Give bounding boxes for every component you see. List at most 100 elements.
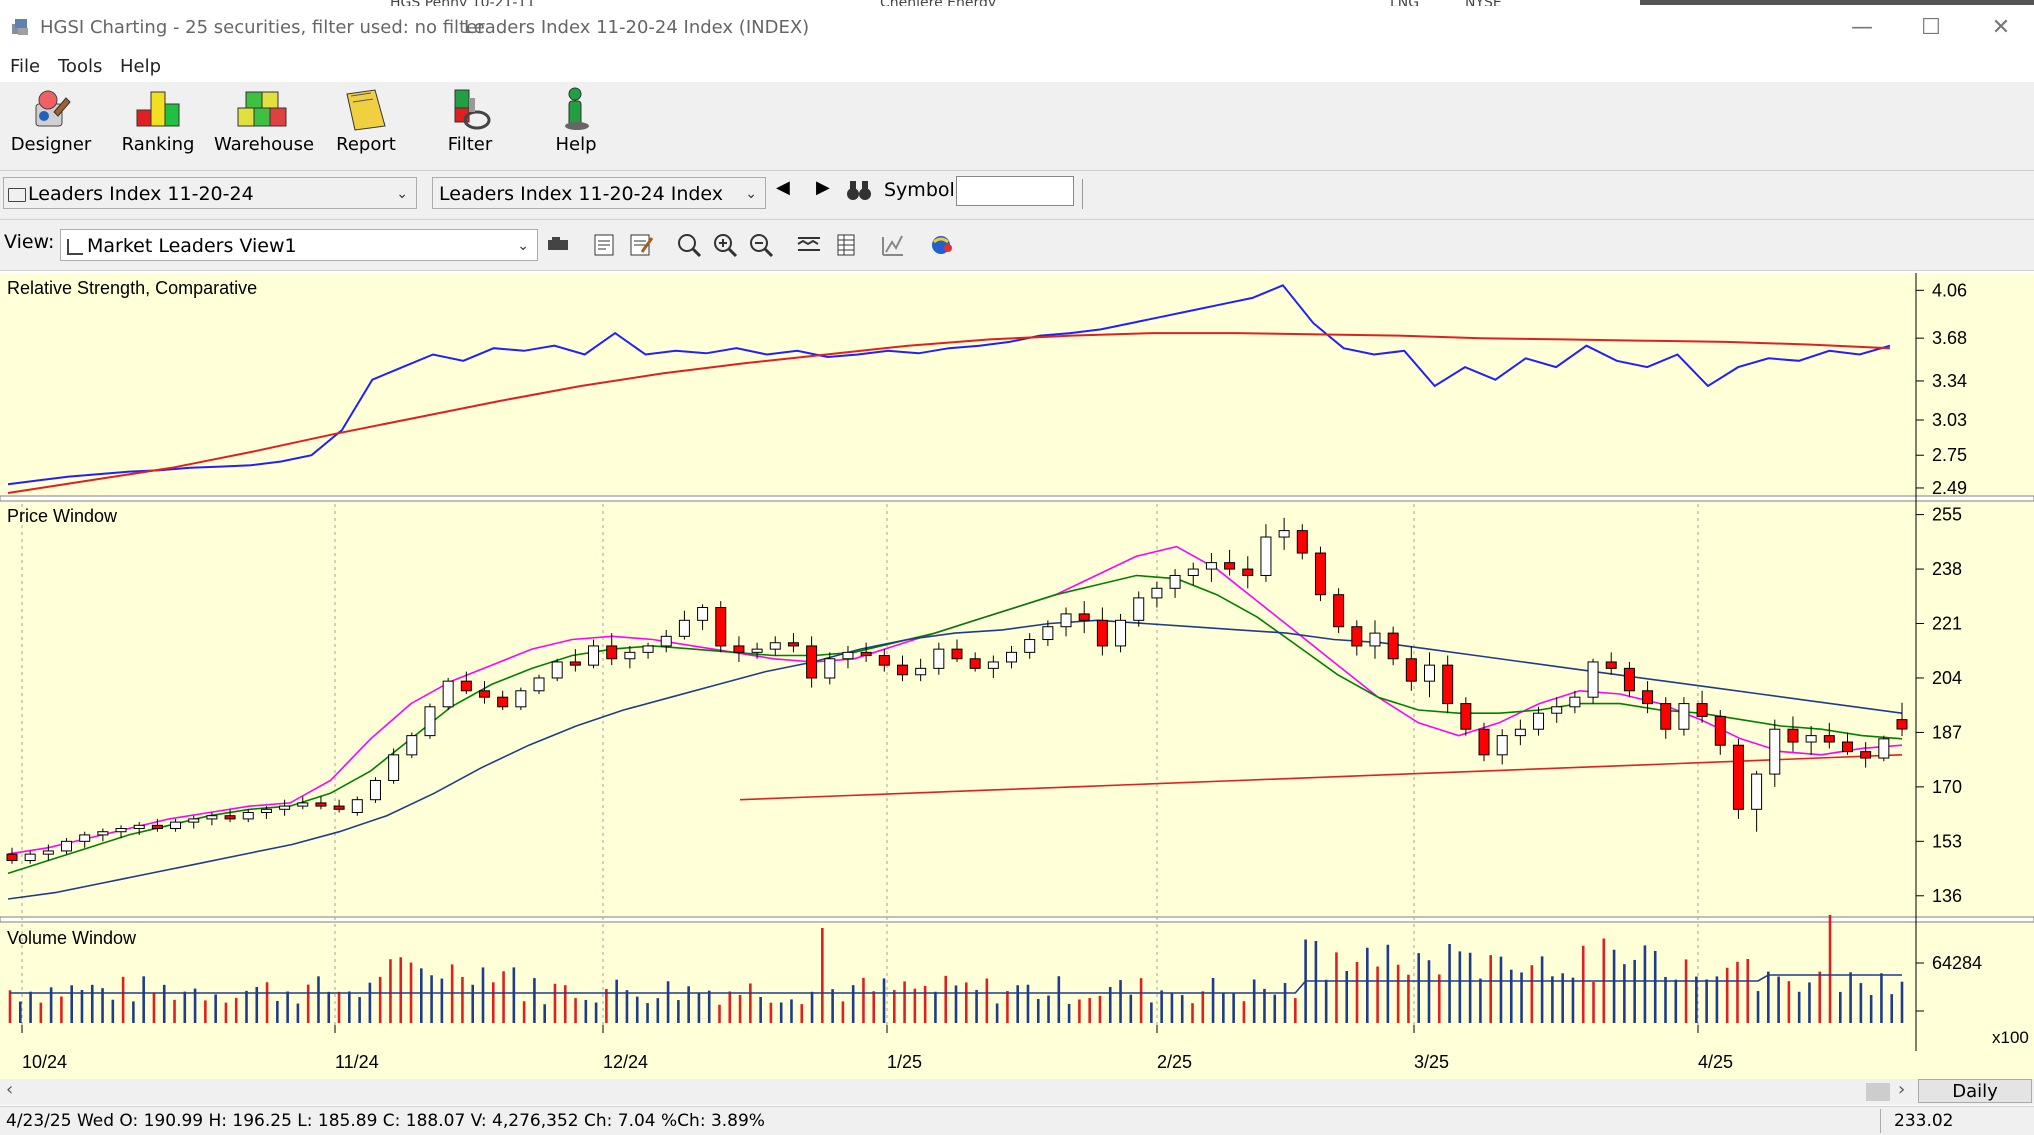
- pane-divider[interactable]: [0, 495, 2034, 502]
- date-tick-label: 12/24: [603, 1052, 648, 1072]
- background-tab[interactable]: NYSE: [1465, 0, 1525, 6]
- designer-button[interactable]: Designer: [8, 86, 94, 166]
- candle-body: [915, 667, 927, 676]
- candle-body: [1678, 703, 1690, 730]
- candle-body: [842, 651, 854, 660]
- candle-body: [61, 840, 73, 852]
- camera-icon[interactable]: [546, 232, 572, 258]
- price-tick-label: 255: [1932, 505, 1962, 525]
- scroll-right-button[interactable]: ›: [1898, 1079, 1906, 1100]
- rs-tick-label: 3.34: [1932, 371, 1967, 391]
- ma-mid-line: [7, 574, 1903, 875]
- report-label: Report: [336, 134, 396, 155]
- candle-body: [660, 635, 672, 647]
- candle-body: [97, 831, 109, 836]
- warehouse-button[interactable]: Warehouse: [214, 86, 314, 166]
- candle-body: [1551, 706, 1563, 714]
- candle-body: [1605, 661, 1617, 669]
- candle-body: [1078, 613, 1090, 621]
- help-button[interactable]: Help: [536, 86, 616, 166]
- candle-body: [1133, 597, 1145, 621]
- table-icon[interactable]: [834, 232, 860, 258]
- scroll-thumb[interactable]: [1866, 1083, 1890, 1101]
- period-button[interactable]: Daily: [1918, 1079, 2032, 1103]
- candle-body: [1387, 632, 1399, 660]
- candle-body: [1569, 696, 1581, 708]
- candle-body: [188, 818, 200, 823]
- zoom-in-icon[interactable]: [712, 232, 738, 258]
- candle-body: [533, 677, 545, 692]
- zoom-icon[interactable]: [676, 232, 702, 258]
- list-dropdown[interactable]: Leaders Index 11-20-24 ⌄: [3, 177, 417, 209]
- candle-body: [678, 619, 690, 637]
- ma-long-line: [739, 754, 1903, 801]
- candle-body: [1623, 667, 1635, 692]
- ranking-label: Ranking: [121, 134, 195, 155]
- report-icon: [346, 89, 386, 131]
- ranking-button[interactable]: Ranking: [118, 86, 198, 166]
- candle-body: [606, 645, 618, 660]
- chart-area[interactable]: 10/24 11/24 12/24 1/25 2/25 3/25 4/25 4.06 3.68 3…: [0, 271, 2034, 1079]
- scroll-left-button[interactable]: ‹: [6, 1079, 14, 1100]
- chart-canvas[interactable]: 10/24 11/24 12/24 1/25 2/25 3/25 4/25 4.06 3.68 3…: [0, 271, 2034, 1079]
- price-tick-label: 204: [1932, 668, 1962, 688]
- security-dropdown[interactable]: Leaders Index 11-20-24 Index ⌄: [432, 177, 766, 209]
- view-dropdown-value: Market Leaders View1: [87, 235, 297, 257]
- zoom-out-icon[interactable]: [748, 232, 774, 258]
- rs-pane[interactable]: [0, 273, 1916, 496]
- background-tab[interactable]: Cheniere Energy: [880, 0, 1080, 6]
- candle-body: [1751, 773, 1763, 810]
- candle-body: [860, 651, 872, 657]
- indicators-icon[interactable]: [796, 232, 822, 258]
- candle-body: [460, 680, 472, 692]
- chevron-down-icon: ⌄: [517, 238, 529, 254]
- price-tick-label: 221: [1932, 614, 1962, 634]
- view-dropdown[interactable]: Market Leaders View1 ⌄: [60, 229, 538, 261]
- report-button[interactable]: Report: [326, 86, 406, 166]
- edit-properties-icon[interactable]: [628, 232, 654, 258]
- previous-security-button[interactable]: ◀: [776, 177, 790, 198]
- chart-tool-icon[interactable]: [880, 232, 906, 258]
- filter-icon: [454, 89, 491, 130]
- view-label: View:: [4, 231, 55, 253]
- candle-body: [1478, 728, 1490, 756]
- candle-body: [1024, 639, 1036, 653]
- rs-moving-average: [7, 332, 1891, 494]
- background-tab[interactable]: LNG: [1390, 0, 1450, 6]
- pane-divider[interactable]: [0, 916, 2034, 923]
- candle-body: [987, 661, 999, 669]
- ohlc-readout: 4/23/25 Wed O: 190.99 H: 196.25 L: 185.8…: [6, 1111, 765, 1131]
- minimize-button[interactable]: —: [1851, 15, 1873, 40]
- candle-body: [933, 648, 945, 669]
- candle-body: [697, 607, 709, 621]
- candle-body: [242, 812, 254, 820]
- menu-help[interactable]: Help: [120, 56, 162, 77]
- period-label: Daily: [1952, 1081, 1998, 1102]
- candle-body: [1314, 552, 1326, 596]
- horizontal-scrollbar[interactable]: ‹ › Daily: [0, 1079, 2034, 1105]
- price-tick-label: 187: [1932, 722, 1962, 742]
- rs-pane-title: Relative Strength, Comparative: [7, 278, 257, 298]
- binoculars-icon[interactable]: [846, 179, 872, 201]
- candle-body: [1278, 530, 1290, 538]
- candle-body: [715, 607, 727, 647]
- menu-tools[interactable]: Tools: [58, 56, 103, 77]
- rs-tick-label: 3.68: [1932, 328, 1967, 348]
- candle-body: [42, 850, 54, 855]
- view-bar: View: Market Leaders View1 ⌄: [0, 220, 2034, 271]
- background-tab[interactable]: HGS Penny 10-21-11: [390, 0, 590, 6]
- menu-file[interactable]: File: [10, 56, 41, 77]
- document-title: Leaders Index 11-20-24 Index (INDEX): [464, 17, 810, 38]
- symbol-input[interactable]: [956, 176, 1074, 206]
- volume-average-line: [10, 974, 1902, 994]
- filter-button[interactable]: Filter: [430, 86, 510, 166]
- properties-icon[interactable]: [592, 232, 618, 258]
- candle-body: [1860, 751, 1872, 759]
- next-security-button[interactable]: ▶: [816, 177, 830, 198]
- globe-icon[interactable]: [928, 232, 954, 258]
- price-pane[interactable]: [0, 501, 1916, 917]
- close-button[interactable]: ✕: [1991, 15, 2011, 40]
- background-window-strip: [1640, 0, 2034, 5]
- candle-body: [551, 661, 563, 679]
- maximize-button[interactable]: ☐: [1921, 15, 1941, 40]
